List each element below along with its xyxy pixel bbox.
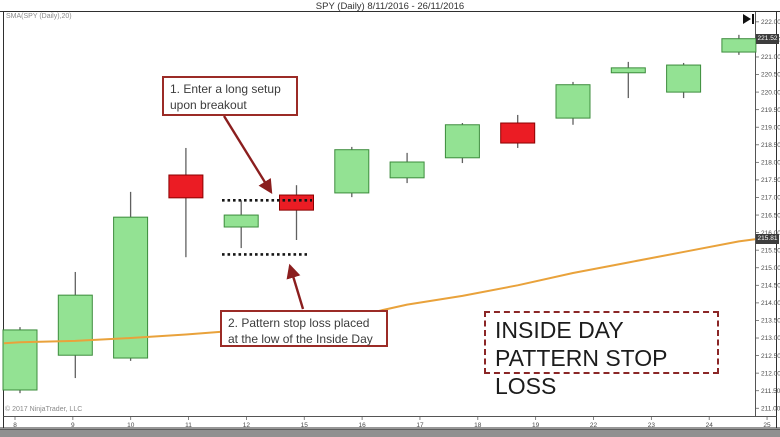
- price-tick-label: 218.00: [761, 160, 780, 167]
- sma-value-badge: 215.81: [756, 234, 779, 245]
- candle-body: [168, 174, 204, 199]
- copyright-label: © 2017 NinjaTrader, LLC: [5, 406, 83, 413]
- price-tick-label: 217.00: [761, 195, 780, 202]
- price-tick-label: 219.50: [761, 107, 780, 114]
- date-tick-label: 9: [71, 422, 75, 429]
- price-tick-label: 220.00: [761, 89, 780, 96]
- go-to-end-icon[interactable]: [743, 14, 754, 24]
- candle-body: [57, 294, 93, 356]
- date-tick-label: 22: [590, 422, 598, 429]
- annotation-stop-note: 2. Pattern stop loss placed at the low o…: [220, 310, 388, 347]
- pattern-title-line1: INSIDE DAY: [495, 317, 624, 343]
- stop-arrow: [286, 263, 305, 310]
- price-tick-label: 216.50: [761, 212, 780, 219]
- price-tick-label: 213.00: [761, 335, 780, 342]
- date-tick-label: 24: [706, 422, 714, 429]
- date-tick-label: 25: [763, 422, 771, 429]
- candle-body: [721, 38, 757, 53]
- date-tick-label: 16: [358, 422, 366, 429]
- entry-arrow: [222, 115, 273, 195]
- price-tick-label: 212.50: [761, 353, 780, 360]
- date-tick-label: 19: [532, 422, 540, 429]
- price-tick-label: 220.50: [761, 72, 780, 79]
- candle-body: [223, 214, 259, 228]
- price-tick-label: 211.50: [761, 388, 780, 395]
- annotation-entry-note: 1. Enter a long setup upon breakout: [162, 76, 298, 116]
- date-tick-label: 17: [416, 422, 424, 429]
- candle-body: [555, 84, 591, 119]
- pattern-title-box: INSIDE DAY PATTERN STOP LOSS: [484, 311, 719, 399]
- date-tick-label: 10: [127, 422, 135, 429]
- date-tick-label: 8: [13, 422, 17, 429]
- candle-body: [389, 161, 425, 179]
- bottom-bar: [0, 429, 780, 437]
- candle-body: [500, 122, 536, 144]
- candle-body: [610, 67, 646, 74]
- price-tick-label: 222.00: [761, 19, 780, 26]
- candle-body: [334, 149, 370, 194]
- last-price-badge: 221.52: [756, 33, 779, 44]
- price-tick-label: 214.00: [761, 300, 780, 307]
- price-tick-label: 217.50: [761, 177, 780, 184]
- price-tick-label: 212.00: [761, 370, 780, 377]
- price-tick-label: 211.00: [761, 405, 780, 412]
- price-tick-label: 221.00: [761, 54, 780, 61]
- price-tick-label: 218.50: [761, 142, 780, 149]
- date-tick-label: 12: [243, 422, 251, 429]
- price-tick-label: 215.50: [761, 247, 780, 254]
- candle-body: [666, 64, 702, 93]
- candle-body: [113, 216, 149, 359]
- date-tick-label: 23: [648, 422, 656, 429]
- price-tick-label: 214.50: [761, 283, 780, 290]
- indicator-label: SMA(SPY (Daily),20): [6, 13, 72, 20]
- candle-body: [444, 124, 480, 159]
- price-tick-label: 219.00: [761, 124, 780, 131]
- price-tick-label: 213.50: [761, 318, 780, 325]
- price-tick-label: 215.00: [761, 265, 780, 272]
- candle-body: [279, 194, 314, 211]
- chart-title: SPY (Daily) 8/11/2016 - 26/11/2016: [315, 1, 465, 12]
- pattern-title-line2: PATTERN STOP LOSS: [495, 345, 668, 400]
- date-tick-label: 11: [185, 422, 192, 429]
- date-tick-label: 15: [301, 422, 309, 429]
- candle-body: [2, 329, 38, 391]
- date-tick-label: 18: [474, 422, 482, 429]
- price-tick-label: 216.00: [761, 230, 780, 237]
